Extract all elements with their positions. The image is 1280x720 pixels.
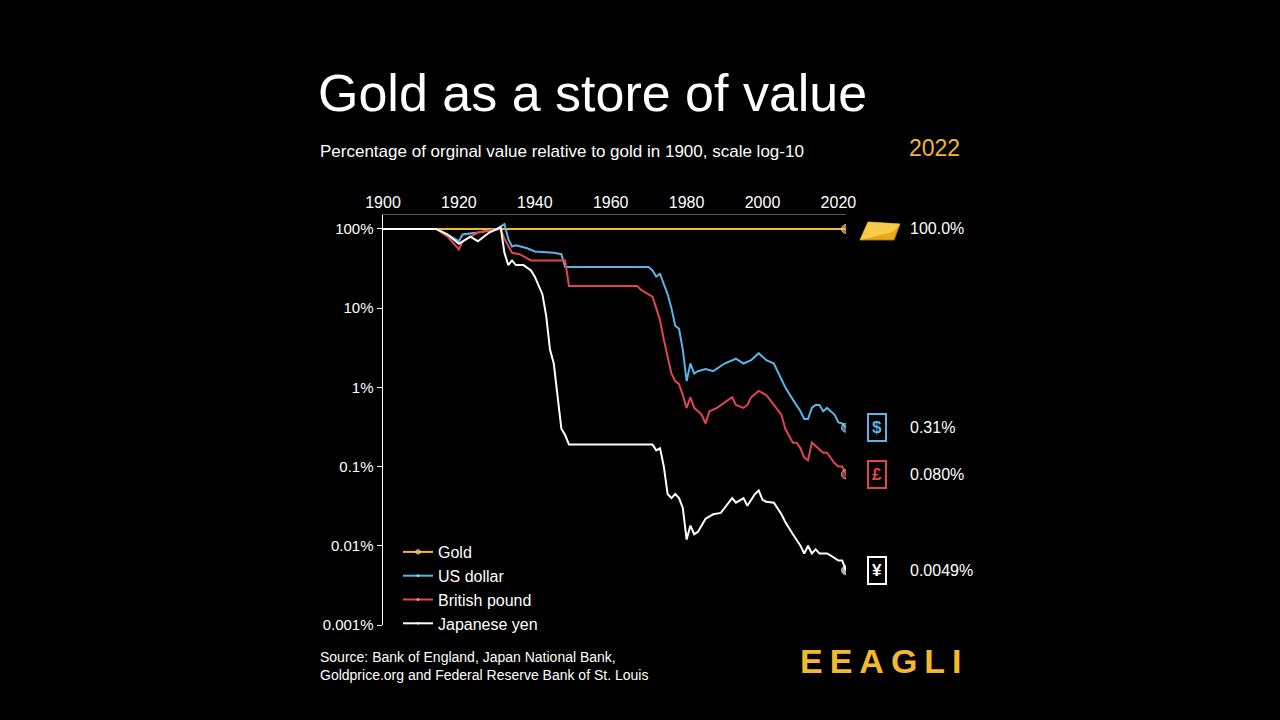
svg-text:Gold as a store of value: Gold as a store of value	[318, 64, 867, 122]
svg-text:0.31%: 0.31%	[910, 419, 955, 436]
svg-text:100.0%: 100.0%	[910, 220, 964, 237]
svg-text:2000: 2000	[745, 194, 781, 211]
svg-text:1980: 1980	[669, 194, 705, 211]
svg-text:1900: 1900	[365, 194, 401, 211]
svg-text:£: £	[872, 465, 882, 484]
svg-text:1960: 1960	[593, 194, 629, 211]
svg-text:0.01%: 0.01%	[331, 537, 374, 554]
svg-text:US dollar: US dollar	[438, 568, 504, 585]
svg-text:Source: Bank of England, Japan: Source: Bank of England, Japan National …	[320, 649, 648, 683]
svg-text:1940: 1940	[517, 194, 553, 211]
svg-text:1%: 1%	[352, 379, 374, 396]
svg-text:2022: 2022	[909, 135, 960, 161]
html-text:EEAGLI: EEAGLI	[800, 642, 969, 680]
svg-text:100%: 100%	[335, 220, 373, 237]
svg-text:0.001%: 0.001%	[323, 616, 374, 633]
svg-text:1920: 1920	[441, 194, 477, 211]
svg-text:10%: 10%	[343, 299, 373, 316]
svg-text:$: $	[872, 418, 882, 437]
svg-text:2020: 2020	[821, 194, 857, 211]
svg-text:0.1%: 0.1%	[339, 458, 373, 475]
svg-text:British pound: British pound	[438, 592, 531, 609]
svg-text:0.0049%: 0.0049%	[910, 562, 973, 579]
svg-text:Percentage of orginal value re: Percentage of orginal value relative to …	[320, 142, 804, 161]
svg-text:Gold: Gold	[438, 544, 472, 561]
svg-text:¥: ¥	[872, 561, 882, 580]
svg-text:0.080%: 0.080%	[910, 466, 964, 483]
svg-text:Japanese yen: Japanese yen	[438, 616, 538, 633]
